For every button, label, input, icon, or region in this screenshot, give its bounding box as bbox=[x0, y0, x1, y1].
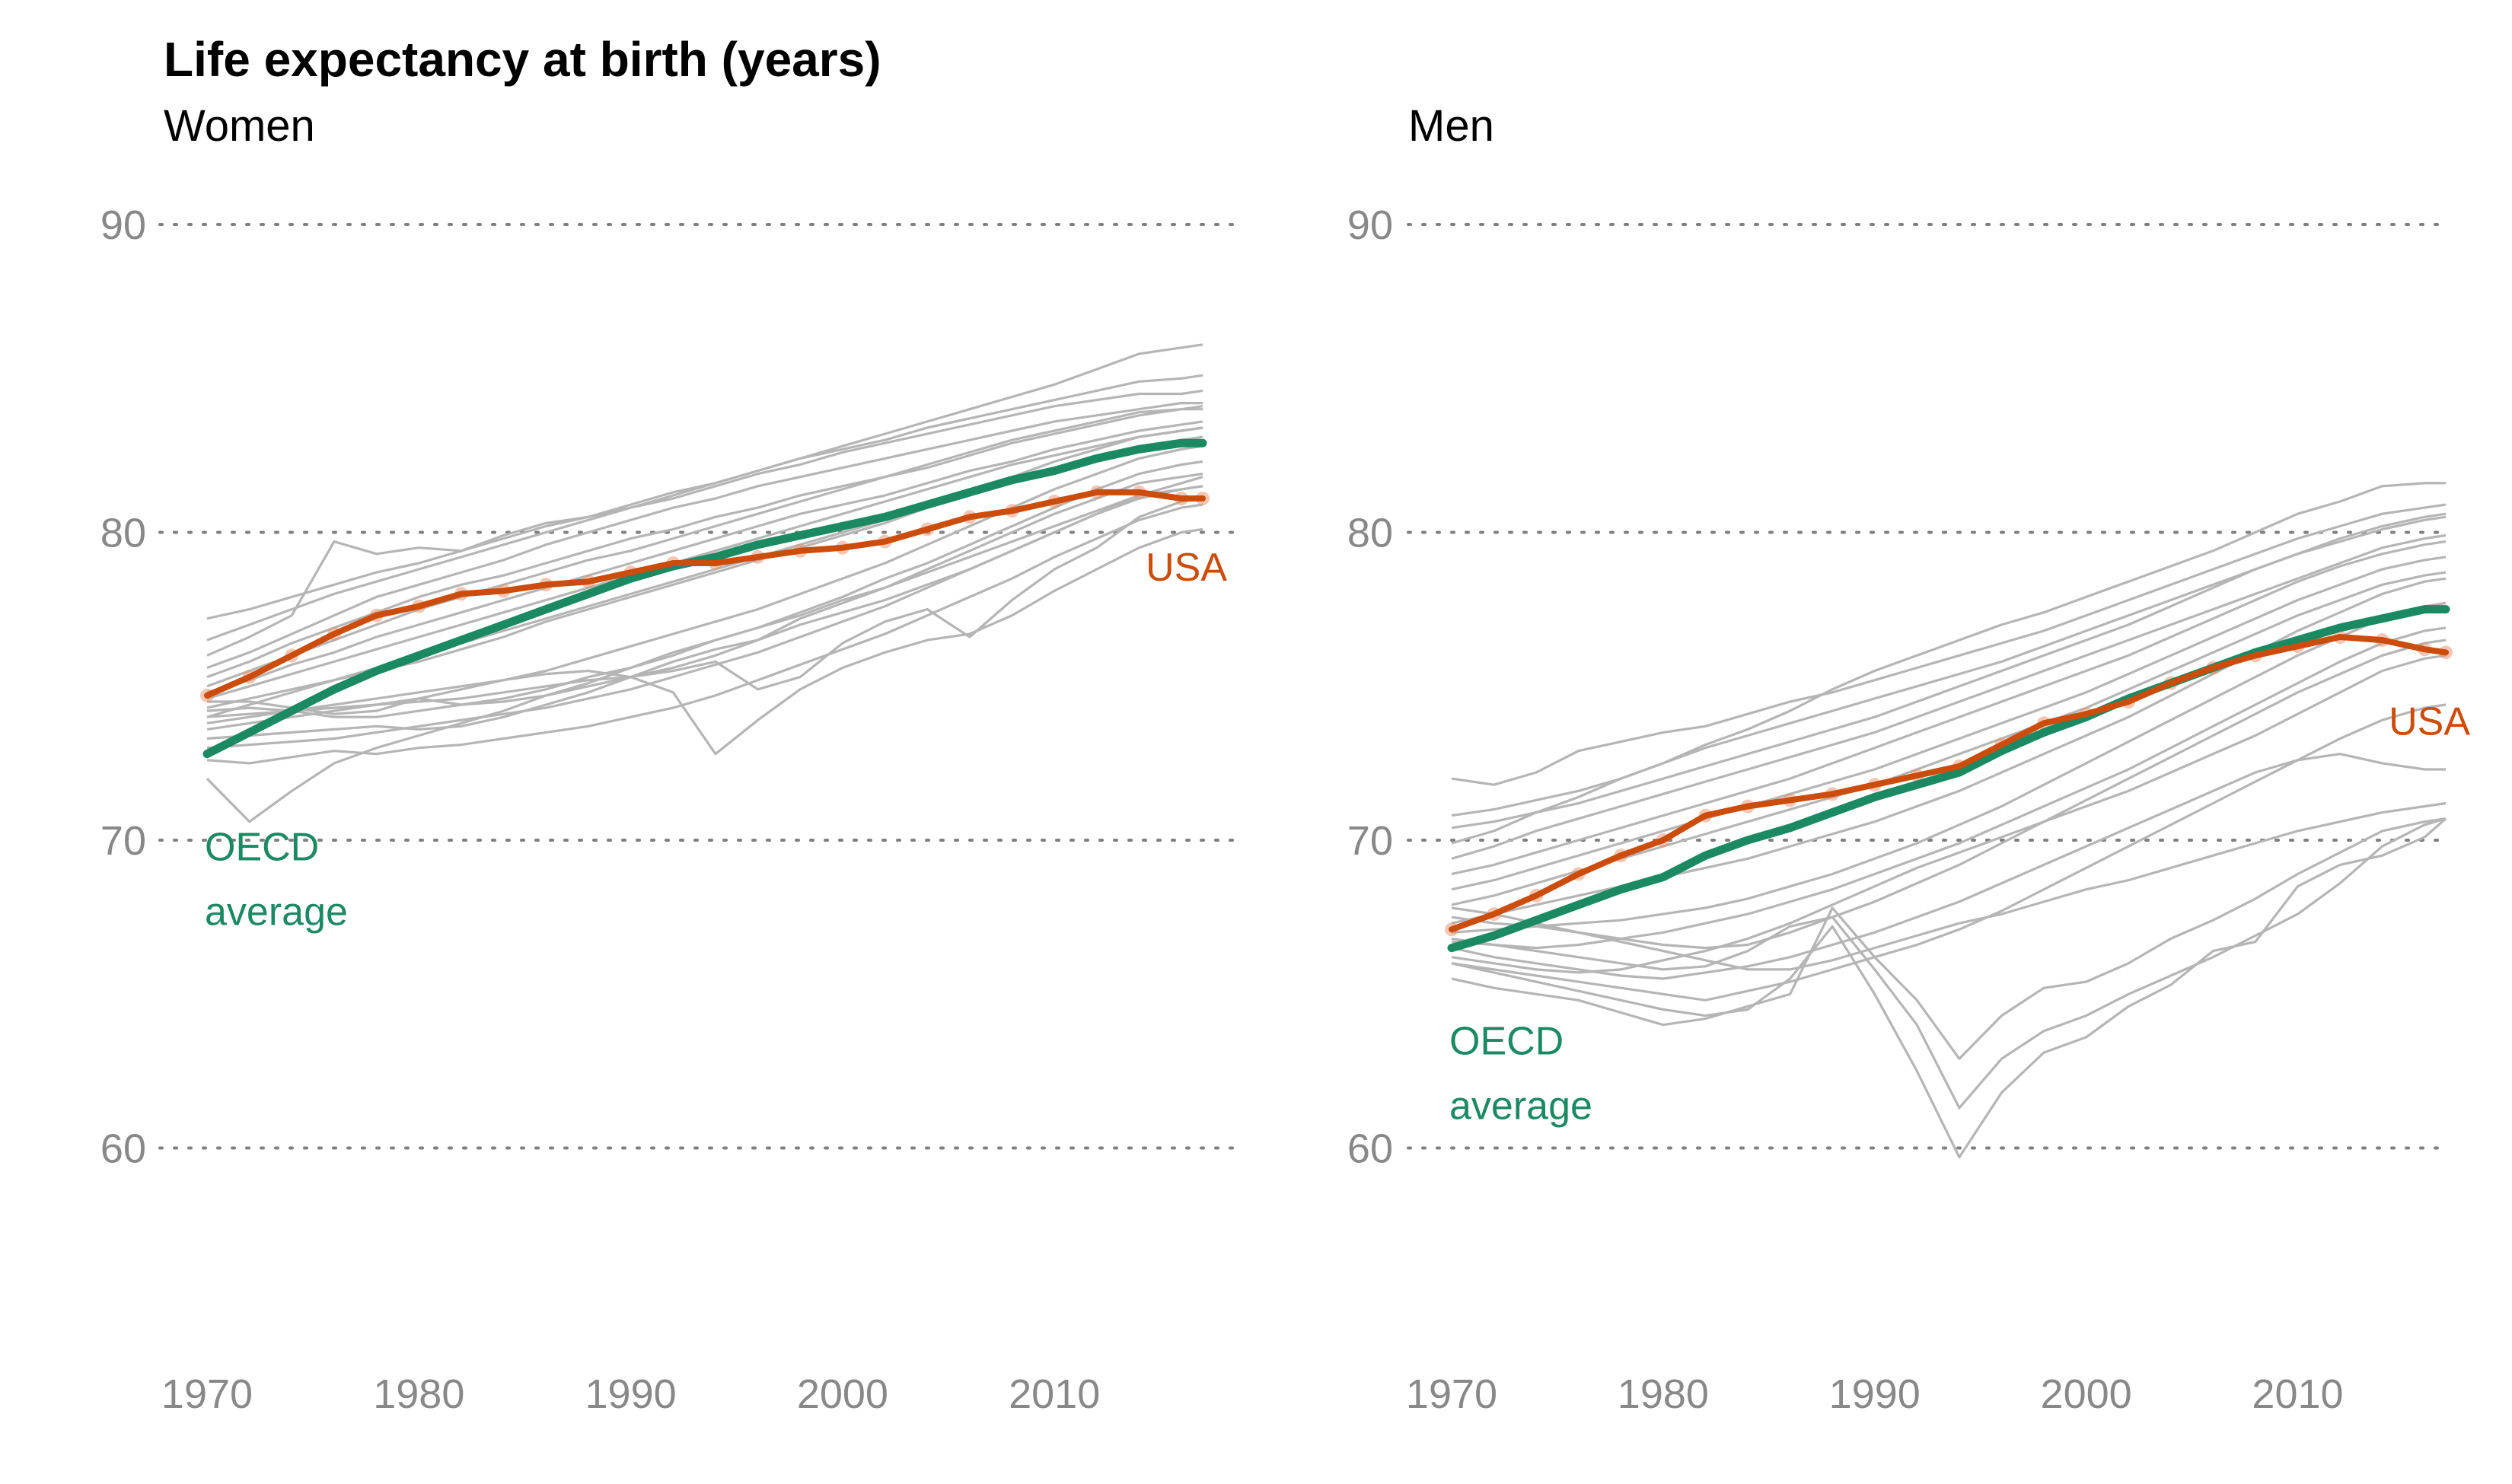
y-tick-label: 80 bbox=[100, 511, 146, 556]
x-tick-label: 1980 bbox=[1618, 1371, 1709, 1417]
usa-label: USA bbox=[2389, 699, 2470, 744]
country-line-15 bbox=[206, 485, 1203, 750]
country-line-19 bbox=[1451, 817, 2447, 1060]
usa-line bbox=[1449, 634, 2449, 933]
panel-women: Women 60 70 80 90 1970 1980 1990 2000 2010 USA OEC… bbox=[100, 101, 1246, 1417]
country-line-13 bbox=[1451, 639, 2447, 950]
x-tick-label: 2000 bbox=[797, 1371, 888, 1417]
x-tick-label: 2000 bbox=[2041, 1371, 2132, 1417]
y-tick-label: 90 bbox=[1347, 202, 1393, 248]
country-line-17 bbox=[206, 485, 1203, 823]
oecd-average-label: OECD bbox=[1449, 1020, 1564, 1064]
country-line-16 bbox=[206, 503, 1203, 765]
usa-points bbox=[200, 485, 1210, 702]
country-line-18 bbox=[1451, 817, 2447, 1110]
usa-label: USA bbox=[1146, 546, 1227, 590]
country-line-7 bbox=[206, 420, 1203, 694]
country-line-15 bbox=[1451, 753, 2446, 980]
oecd-average-label: OECD bbox=[205, 826, 319, 870]
oecd-average-label: average bbox=[1449, 1084, 1592, 1129]
country-lines bbox=[206, 343, 1203, 823]
country-line-4 bbox=[1451, 515, 2447, 830]
country-line-17 bbox=[1451, 817, 2447, 1159]
panel-subtitle: Women bbox=[164, 101, 315, 151]
country-line-8 bbox=[206, 426, 1203, 700]
oecd-average-label: average bbox=[205, 890, 348, 935]
y-tick-label: 60 bbox=[1347, 1126, 1393, 1172]
x-tick-label: 1990 bbox=[585, 1371, 677, 1417]
country-line-14 bbox=[1451, 703, 2447, 1002]
country-line-16 bbox=[1451, 801, 2447, 971]
panel-men: Men 60 70 80 90 1970 1980 1990 2000 2010 USA OECD a… bbox=[1347, 101, 2470, 1417]
x-tick-label: 1990 bbox=[1829, 1371, 1921, 1417]
chart-title: Life expectancy at birth (years) bbox=[164, 32, 881, 87]
panel-subtitle: Men bbox=[1408, 101, 1494, 151]
country-line-14 bbox=[206, 473, 1203, 740]
country-line-1 bbox=[1451, 503, 2447, 786]
country-line-12 bbox=[1451, 654, 2447, 974]
y-tick-label: 60 bbox=[100, 1126, 146, 1172]
country-line-5 bbox=[1451, 533, 2447, 860]
usa-line bbox=[204, 489, 1206, 699]
x-tick-label: 1970 bbox=[1406, 1371, 1497, 1417]
country-lines bbox=[1451, 482, 2447, 1159]
country-line-10 bbox=[1451, 601, 2447, 934]
country-line-3 bbox=[206, 389, 1203, 657]
country-line-8 bbox=[1451, 571, 2447, 906]
x-tick-label: 2010 bbox=[1009, 1371, 1100, 1417]
country-line-9 bbox=[1451, 577, 2447, 925]
x-tick-label: 1970 bbox=[161, 1371, 253, 1417]
oecd-average-line bbox=[202, 438, 1207, 759]
y-tick-label: 90 bbox=[100, 202, 146, 248]
country-line-7 bbox=[1451, 556, 2447, 891]
y-tick-label: 70 bbox=[1347, 818, 1393, 864]
country-line-19 bbox=[206, 497, 1203, 718]
country-line-4 bbox=[206, 402, 1203, 670]
country-line-3 bbox=[1451, 482, 2446, 845]
y-tick-label: 70 bbox=[100, 818, 146, 864]
country-line-18 bbox=[206, 527, 1203, 756]
country-line-6 bbox=[1451, 540, 2447, 876]
y-tick-label: 80 bbox=[1347, 511, 1393, 556]
country-line-2 bbox=[206, 343, 1203, 642]
country-line-6 bbox=[206, 408, 1203, 688]
x-tick-label: 1980 bbox=[373, 1371, 464, 1417]
oecd-average-line bbox=[1447, 605, 2450, 953]
x-tick-label: 2010 bbox=[2252, 1371, 2343, 1417]
